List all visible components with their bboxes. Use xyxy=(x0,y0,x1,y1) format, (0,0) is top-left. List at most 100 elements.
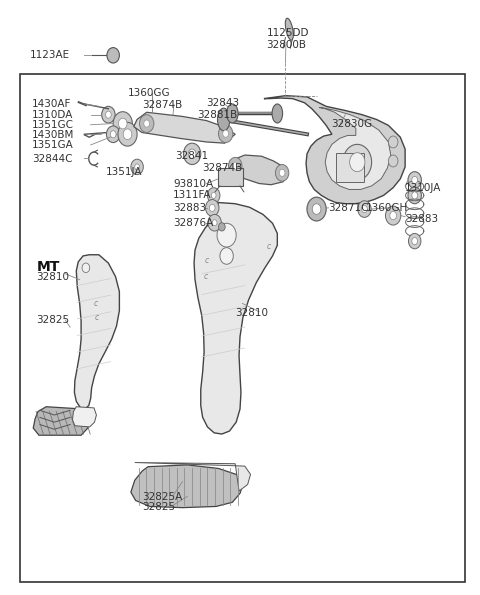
Circle shape xyxy=(107,48,120,63)
Polygon shape xyxy=(135,462,251,491)
Polygon shape xyxy=(264,96,405,203)
Text: 32825: 32825 xyxy=(36,315,70,325)
Circle shape xyxy=(119,118,127,129)
Polygon shape xyxy=(194,202,277,434)
Bar xyxy=(20,74,465,583)
Text: 1430BM: 1430BM xyxy=(32,130,74,140)
Circle shape xyxy=(223,130,228,137)
Circle shape xyxy=(113,112,132,136)
Text: 32844C: 32844C xyxy=(32,154,72,164)
Text: 1123AE: 1123AE xyxy=(29,51,70,60)
Circle shape xyxy=(408,233,421,249)
Text: c: c xyxy=(266,242,271,251)
Text: 32800B: 32800B xyxy=(266,40,306,49)
Circle shape xyxy=(279,170,285,176)
Circle shape xyxy=(212,220,217,226)
Bar xyxy=(336,154,364,181)
Circle shape xyxy=(358,201,371,217)
Text: 1360GH: 1360GH xyxy=(365,203,408,213)
Circle shape xyxy=(349,153,365,171)
Text: 1351GA: 1351GA xyxy=(32,140,73,150)
Bar xyxy=(218,168,243,186)
Text: 1430AF: 1430AF xyxy=(32,99,71,109)
Circle shape xyxy=(408,187,421,203)
Polygon shape xyxy=(74,255,120,409)
Text: 1310DA: 1310DA xyxy=(32,109,73,120)
Text: 32841: 32841 xyxy=(175,151,208,161)
Text: 32825A: 32825A xyxy=(142,492,182,502)
Circle shape xyxy=(102,107,115,123)
Text: 32843: 32843 xyxy=(206,98,240,108)
Circle shape xyxy=(140,115,154,133)
Text: 1125DD: 1125DD xyxy=(266,29,309,38)
Circle shape xyxy=(388,155,398,167)
Text: 32830G: 32830G xyxy=(331,118,372,129)
Text: 32881B: 32881B xyxy=(197,109,237,120)
Circle shape xyxy=(276,165,289,181)
Text: 32825: 32825 xyxy=(142,502,175,512)
Circle shape xyxy=(343,145,372,180)
Text: 32810: 32810 xyxy=(235,308,268,318)
Text: 1351JA: 1351JA xyxy=(106,167,143,177)
Circle shape xyxy=(232,162,238,170)
Text: 32874B: 32874B xyxy=(142,99,182,109)
Circle shape xyxy=(220,248,233,264)
Ellipse shape xyxy=(285,18,293,40)
Text: 1351GC: 1351GC xyxy=(32,120,74,130)
Circle shape xyxy=(218,223,225,231)
Circle shape xyxy=(135,164,140,170)
Text: 32883: 32883 xyxy=(405,214,438,224)
Circle shape xyxy=(412,237,418,245)
Circle shape xyxy=(408,171,421,188)
Circle shape xyxy=(107,126,120,143)
Circle shape xyxy=(82,263,90,273)
Circle shape xyxy=(228,158,242,174)
Circle shape xyxy=(218,125,233,143)
Polygon shape xyxy=(319,108,391,189)
Text: 1311FA: 1311FA xyxy=(173,190,212,201)
Ellipse shape xyxy=(227,104,238,123)
Polygon shape xyxy=(134,112,235,143)
Ellipse shape xyxy=(272,104,283,123)
Circle shape xyxy=(217,223,236,247)
Circle shape xyxy=(106,111,111,118)
Text: c: c xyxy=(93,299,97,308)
Circle shape xyxy=(205,199,219,216)
Circle shape xyxy=(209,204,215,211)
Circle shape xyxy=(123,129,132,140)
Circle shape xyxy=(208,214,221,231)
Text: c: c xyxy=(204,271,208,280)
Text: MT: MT xyxy=(36,259,60,274)
Text: 1310JA: 1310JA xyxy=(405,183,442,193)
Ellipse shape xyxy=(217,108,230,131)
Polygon shape xyxy=(33,407,91,435)
Text: c: c xyxy=(94,313,98,322)
Circle shape xyxy=(118,123,137,146)
Circle shape xyxy=(307,197,326,221)
Circle shape xyxy=(412,176,418,183)
Text: 93810A: 93810A xyxy=(173,178,213,189)
Circle shape xyxy=(361,205,367,212)
Circle shape xyxy=(211,192,216,198)
Text: c: c xyxy=(204,256,209,265)
Circle shape xyxy=(144,120,150,127)
Polygon shape xyxy=(131,465,244,508)
Text: 32871C: 32871C xyxy=(328,203,369,213)
Text: 32874B: 32874B xyxy=(202,163,242,173)
Polygon shape xyxy=(72,407,96,427)
Circle shape xyxy=(388,136,398,148)
Circle shape xyxy=(183,143,201,165)
Circle shape xyxy=(110,131,116,138)
Text: 1360GG: 1360GG xyxy=(128,87,170,98)
Circle shape xyxy=(207,187,220,203)
Text: 32883: 32883 xyxy=(173,203,206,213)
Circle shape xyxy=(312,203,321,214)
Circle shape xyxy=(412,192,418,199)
Polygon shape xyxy=(228,155,288,184)
Text: 32810: 32810 xyxy=(36,273,70,282)
Circle shape xyxy=(390,211,396,220)
Text: 32876A: 32876A xyxy=(173,218,213,228)
Circle shape xyxy=(131,159,144,174)
Circle shape xyxy=(188,149,196,159)
Circle shape xyxy=(385,206,401,225)
